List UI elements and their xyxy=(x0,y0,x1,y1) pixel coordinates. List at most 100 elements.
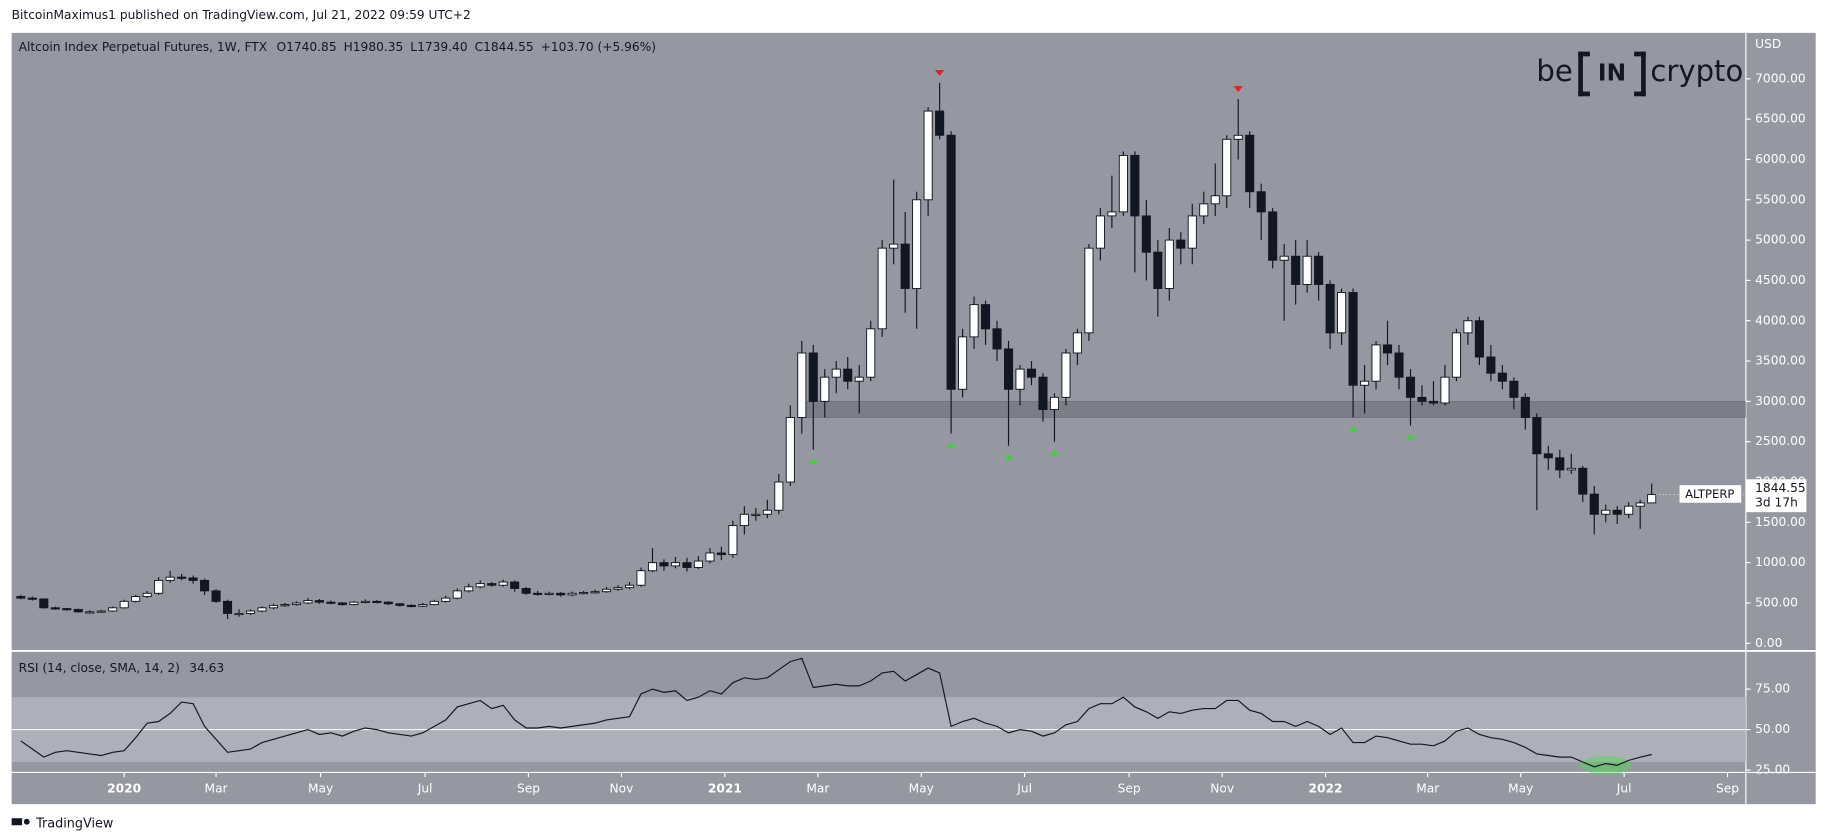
candle-body xyxy=(200,579,210,592)
candle-body xyxy=(1164,239,1174,289)
candle-body xyxy=(843,368,853,382)
candle-body xyxy=(165,576,175,581)
candle-body xyxy=(762,509,772,515)
logo-bracket xyxy=(1578,91,1590,97)
x-tick-label: Mar xyxy=(1416,781,1440,795)
x-tick-label: Sep xyxy=(1118,781,1141,795)
candle-body xyxy=(923,110,933,201)
legend-key: H xyxy=(344,39,353,53)
candle-body xyxy=(27,597,37,600)
candle-body xyxy=(544,592,554,595)
candle-body xyxy=(1497,372,1507,382)
candle-body xyxy=(464,586,474,592)
legend-change: +103.70 (+5.96%) xyxy=(541,39,656,53)
legend-value: 1740.85 xyxy=(286,39,337,53)
logo: be IN crypto xyxy=(1536,51,1743,97)
y-tick-label: 25.00 xyxy=(1755,763,1790,777)
top-marker xyxy=(934,69,945,76)
candle-body xyxy=(739,513,749,527)
footer-icon xyxy=(23,818,30,825)
x-tick-label: Jul xyxy=(1016,781,1032,795)
logo-bracket xyxy=(1578,51,1590,57)
footer-icon xyxy=(11,818,23,826)
chart-background xyxy=(11,32,1816,805)
candle-body xyxy=(900,243,910,289)
x-tick-label: 2021 xyxy=(708,781,742,795)
candle-body xyxy=(1543,453,1553,459)
candle-body xyxy=(567,592,577,596)
candle-body xyxy=(1061,352,1071,398)
candle-body xyxy=(670,562,681,567)
x-tick-label: Mar xyxy=(205,781,229,795)
candle-body xyxy=(1245,134,1255,193)
candle-body xyxy=(533,592,543,595)
candle-body xyxy=(257,607,267,612)
candle-body xyxy=(1291,255,1301,285)
candle-body xyxy=(1325,283,1335,334)
x-tick-label: 2020 xyxy=(107,781,141,795)
candle-body xyxy=(521,587,531,594)
legend-value: 1980.35 xyxy=(353,39,404,53)
candle-body xyxy=(624,584,635,589)
candle-body xyxy=(234,612,244,616)
legend-key: O xyxy=(276,39,286,53)
candle-body xyxy=(1130,154,1140,217)
symbol-tag: ALTPERP xyxy=(1685,487,1734,501)
candle-body xyxy=(441,597,451,602)
candle-body xyxy=(1314,255,1324,285)
candle-body xyxy=(154,579,164,594)
candle-body xyxy=(62,608,72,611)
bottom-marker xyxy=(1348,425,1358,432)
candle-body xyxy=(383,601,393,605)
candle-body xyxy=(498,581,508,586)
y-tick-label: 4500.00 xyxy=(1755,273,1806,287)
candle-body xyxy=(85,611,95,614)
x-tick-label: Nov xyxy=(610,781,634,795)
candle-body xyxy=(1003,348,1014,390)
candle-body xyxy=(716,552,726,556)
candle-body xyxy=(693,560,703,568)
candle-body xyxy=(406,604,416,608)
y-tick-label: 1500.00 xyxy=(1755,515,1806,529)
candle-body xyxy=(579,592,589,595)
candle-body xyxy=(108,607,118,612)
rsi-last-value: 34.63 xyxy=(189,660,224,674)
y-tick-label: 500.00 xyxy=(1755,595,1798,609)
candle-body xyxy=(475,583,485,588)
candle-body xyxy=(877,247,887,330)
legend-value: 1739.40 xyxy=(417,39,468,53)
price-tag-value: 1844.55 xyxy=(1755,481,1806,495)
y-tick-label: 0.00 xyxy=(1755,636,1782,650)
bottom-marker xyxy=(1405,433,1416,440)
candle-body xyxy=(1233,134,1243,140)
y-tick-label: 1000.00 xyxy=(1755,555,1806,569)
logo-bracket xyxy=(1578,51,1583,97)
candle-body xyxy=(1141,215,1151,253)
candle-body xyxy=(1509,380,1519,398)
bottom-marker xyxy=(1049,449,1060,456)
candle-body xyxy=(785,417,795,483)
candle-body xyxy=(50,607,60,610)
logo-text: IN xyxy=(1598,58,1626,86)
y-tick-label: 50.00 xyxy=(1755,722,1790,736)
tradingview-footer: TradingView xyxy=(11,817,113,832)
x-tick-label: Sep xyxy=(1716,781,1739,795)
candle-body xyxy=(245,610,256,614)
candle-body xyxy=(1566,467,1576,471)
candle-body xyxy=(1635,502,1645,507)
candle-body xyxy=(1072,332,1082,354)
candle-body xyxy=(1118,154,1128,213)
x-tick-label: May xyxy=(909,781,934,795)
candle-body xyxy=(854,376,864,382)
support-zone xyxy=(801,401,1747,418)
candle-body xyxy=(142,592,152,597)
candle-body xyxy=(797,352,807,418)
candle-body xyxy=(866,328,876,378)
logo-bracket xyxy=(1641,51,1646,97)
y-tick-label: 5000.00 xyxy=(1755,233,1806,247)
candle-body xyxy=(1268,211,1278,261)
candle-body xyxy=(602,588,612,593)
candle-body xyxy=(1199,203,1209,217)
